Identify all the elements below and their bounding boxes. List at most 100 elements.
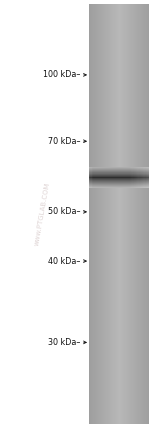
Bar — [89, 174, 149, 175]
Bar — [95, 4, 96, 424]
Bar — [147, 167, 148, 188]
Bar — [89, 177, 149, 178]
Bar — [118, 4, 119, 424]
Bar — [89, 169, 149, 170]
Bar — [89, 175, 149, 176]
Bar — [101, 4, 102, 424]
Bar — [92, 4, 93, 424]
Bar — [89, 173, 149, 174]
Bar — [90, 4, 91, 424]
Bar — [99, 4, 100, 424]
Bar — [140, 167, 141, 188]
Bar — [113, 4, 114, 424]
Bar — [89, 171, 149, 172]
Bar — [102, 4, 103, 424]
Bar — [129, 167, 130, 188]
Bar — [135, 4, 136, 424]
Bar — [131, 167, 132, 188]
Bar — [143, 4, 144, 424]
Bar — [130, 4, 131, 424]
Bar — [93, 4, 94, 424]
Bar — [116, 4, 117, 424]
Text: 30 kDa–: 30 kDa– — [48, 338, 80, 347]
Bar — [138, 4, 139, 424]
Bar — [117, 4, 118, 424]
Bar — [100, 4, 101, 424]
Bar — [91, 4, 92, 424]
Bar — [129, 4, 130, 424]
Bar — [110, 4, 111, 424]
Bar — [148, 4, 149, 424]
Bar — [128, 4, 129, 424]
Bar — [137, 167, 138, 188]
Bar — [107, 4, 108, 424]
Bar — [96, 4, 97, 424]
Bar — [146, 167, 147, 188]
Bar — [138, 167, 140, 188]
Bar — [89, 180, 149, 181]
Bar — [89, 185, 149, 186]
Bar — [121, 4, 122, 424]
Bar — [89, 172, 149, 173]
Bar — [124, 4, 125, 424]
Bar — [132, 167, 134, 188]
Bar — [89, 179, 149, 180]
Text: 40 kDa–: 40 kDa– — [48, 256, 80, 266]
Bar — [136, 167, 137, 188]
Bar — [136, 4, 137, 424]
Bar — [125, 4, 126, 424]
Text: www.PTGLAB.COM: www.PTGLAB.COM — [33, 182, 51, 246]
Bar — [105, 4, 106, 424]
Bar — [108, 4, 109, 424]
Bar — [122, 4, 123, 424]
Bar — [89, 182, 149, 183]
Bar — [134, 4, 135, 424]
Bar — [135, 167, 136, 188]
Bar — [146, 4, 147, 424]
Bar — [89, 168, 149, 169]
Bar — [140, 4, 141, 424]
Bar — [89, 4, 90, 424]
Bar — [147, 4, 148, 424]
Bar — [139, 4, 140, 424]
Bar — [144, 4, 145, 424]
Bar — [112, 4, 113, 424]
Bar — [104, 4, 105, 424]
Bar — [123, 4, 124, 424]
Bar — [114, 4, 115, 424]
Bar — [126, 4, 127, 424]
Bar — [127, 4, 128, 424]
Bar — [89, 184, 149, 185]
Text: 100 kDa–: 100 kDa– — [43, 70, 80, 80]
Bar — [94, 4, 95, 424]
Bar — [143, 167, 144, 188]
Bar — [130, 167, 131, 188]
Bar — [89, 178, 149, 179]
Bar — [119, 4, 120, 424]
Bar — [98, 4, 99, 424]
Text: 50 kDa–: 50 kDa– — [48, 207, 80, 217]
Bar — [142, 4, 143, 424]
Bar — [89, 170, 149, 171]
Bar — [106, 4, 107, 424]
Bar — [131, 4, 132, 424]
Bar — [144, 167, 146, 188]
Bar — [115, 4, 116, 424]
Bar — [92, 167, 93, 188]
Bar — [148, 167, 149, 188]
Bar — [89, 186, 149, 187]
Bar — [89, 187, 149, 188]
Bar — [137, 4, 138, 424]
Bar — [133, 4, 134, 424]
Bar — [142, 167, 143, 188]
Bar — [145, 4, 146, 424]
Bar — [109, 4, 110, 424]
Bar — [134, 167, 135, 188]
Bar — [89, 176, 149, 177]
Bar — [90, 167, 92, 188]
Bar — [132, 4, 133, 424]
Bar — [89, 167, 90, 188]
Bar — [89, 181, 149, 182]
Bar — [141, 167, 142, 188]
Bar — [97, 4, 98, 424]
